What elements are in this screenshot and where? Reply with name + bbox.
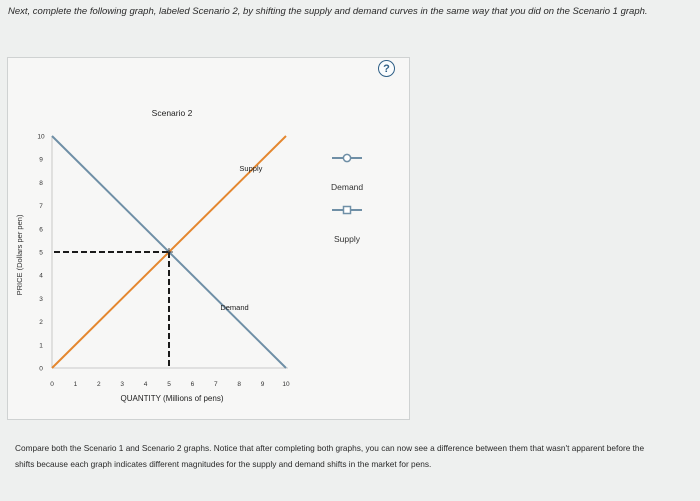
supply-curve-label: Supply [239,164,262,173]
x-tick-label: 7 [214,381,218,388]
y-tick-label: 9 [39,157,43,164]
y-tick-label: 10 [37,134,45,141]
chart-title: Scenario 2 [152,108,193,118]
legend-supply-tool[interactable] [332,205,362,215]
demand-curve-label: Demand [220,303,248,312]
graph-panel [7,57,410,420]
x-tick-label: 2 [97,381,101,388]
summary-text: Compare both the Scenario 1 and Scenario… [15,443,645,469]
x-tick-label: 3 [120,381,124,388]
y-axis-label: PRICE (Dollars per pen) [15,214,24,295]
help-icon[interactable]: ? [378,60,395,77]
legend-demand-tool[interactable] [332,153,362,163]
y-tick-label: 6 [39,226,43,233]
x-tick-label: 5 [167,381,171,388]
y-tick-label: 3 [39,296,43,303]
y-tick-label: 5 [39,250,43,257]
x-tick-labels: 0 1 2 3 4 5 6 7 8 9 10 [50,381,290,388]
y-tick-label: 2 [39,319,43,326]
legend-demand-label: Demand [331,182,364,192]
y-tick-label: 1 [39,342,43,349]
x-tick-label: 0 [50,381,54,388]
supply-point-icon [342,205,352,215]
x-tick-label: 8 [237,381,241,388]
y-tick-label: 7 [39,203,43,210]
demand-point-icon [342,153,352,163]
y-tick-label: 4 [39,273,43,280]
x-tick-label: 10 [282,381,290,388]
x-axis-label: QUANTITY (Millions of pens) [121,394,224,403]
legend-supply-label: Supply [334,234,360,244]
y-tick-labels: 0 1 2 3 4 5 6 7 8 9 10 [37,134,45,373]
x-tick-label: 4 [144,381,148,388]
x-tick-label: 9 [261,381,265,388]
y-tick-label: 0 [39,366,43,373]
instruction-text: Next, complete the following graph, labe… [8,6,648,17]
y-tick-label: 8 [39,180,43,187]
x-tick-label: 6 [191,381,195,388]
x-tick-label: 1 [74,381,78,388]
